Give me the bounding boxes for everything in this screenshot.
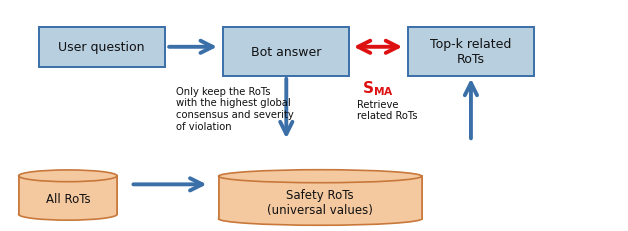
Text: Top-k related
RoTs: Top-k related RoTs	[430, 38, 512, 66]
Bar	[219, 176, 422, 219]
Text: $\mathbf{S}_{\mathbf{MA}}$: $\mathbf{S}_{\mathbf{MA}}$	[362, 79, 394, 98]
Text: All RoTs: All RoTs	[45, 193, 90, 206]
Ellipse shape	[219, 170, 422, 183]
Bar	[219, 176, 422, 219]
FancyBboxPatch shape	[408, 28, 534, 76]
Ellipse shape	[19, 209, 117, 220]
Bar	[19, 176, 117, 214]
Text: Retrieve
related RoTs: Retrieve related RoTs	[357, 99, 418, 121]
Text: Only keep the RoTs
with the highest global
consensus and severity
of violation: Only keep the RoTs with the highest glob…	[176, 86, 293, 131]
Ellipse shape	[19, 170, 117, 182]
Bar	[19, 176, 117, 214]
FancyBboxPatch shape	[223, 28, 349, 76]
Text: User question: User question	[58, 41, 145, 54]
Text: Safety RoTs
(universal values): Safety RoTs (universal values)	[268, 188, 373, 216]
Ellipse shape	[219, 212, 422, 225]
Text: Bot answer: Bot answer	[251, 46, 322, 59]
FancyBboxPatch shape	[38, 28, 165, 67]
